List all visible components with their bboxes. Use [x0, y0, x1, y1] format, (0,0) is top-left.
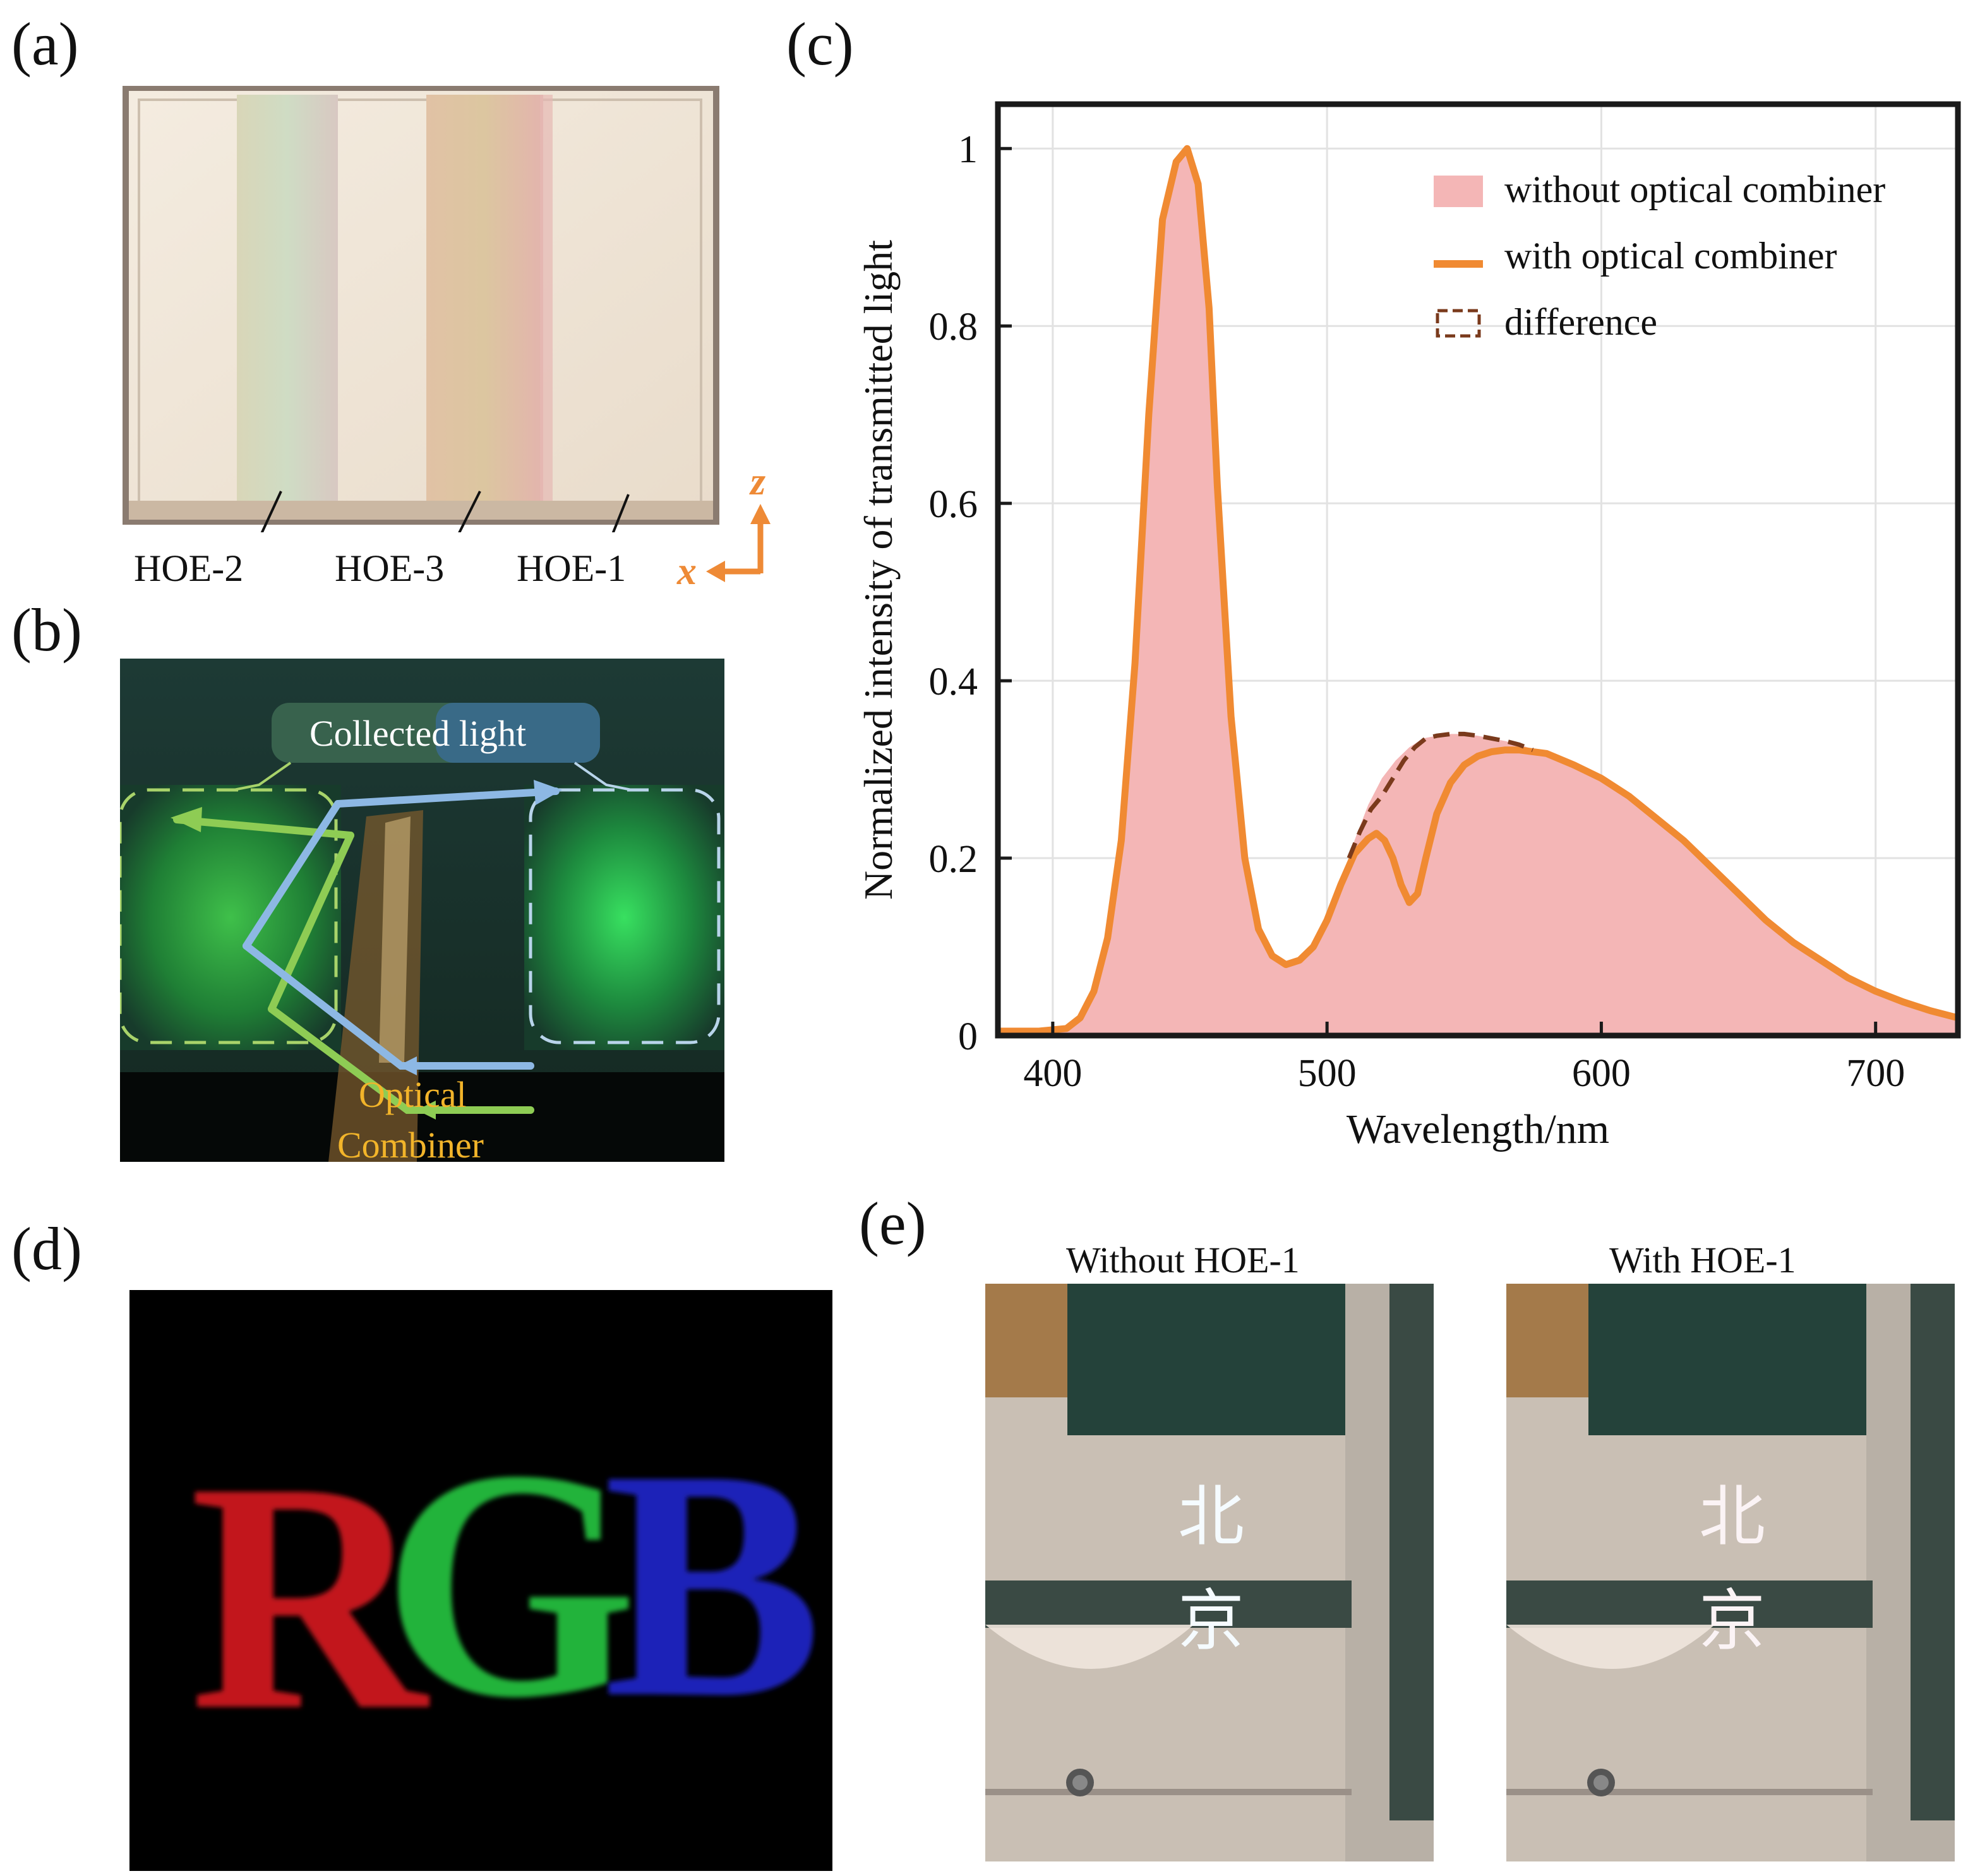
hoe-3-label: HOE-3	[335, 547, 445, 589]
legend-label-1: with optical combiner	[1504, 235, 1837, 277]
collected-light-label: Collected light	[309, 713, 527, 754]
letter-b: B	[603, 1402, 822, 1765]
series-with-combiner-line	[998, 145, 1959, 1035]
y-tick-label-2: 0.4	[929, 660, 978, 703]
series-difference-line	[1347, 731, 1534, 859]
chart-frame	[995, 101, 1961, 1039]
panel-label-c: (c)	[786, 10, 854, 78]
without-hoe-1-title: Without HOE-1	[1066, 1240, 1300, 1281]
hoe-2-pointer	[260, 491, 282, 532]
legend-label-0: without optical combiner	[1504, 169, 1885, 210]
light-path-drawing	[120, 659, 724, 1162]
char-jing-right: 京	[1699, 1584, 1765, 1658]
y-tick-label-0: 0	[958, 1015, 978, 1058]
legend-label-2: difference	[1504, 301, 1657, 343]
with-hoe-1-title: With HOE-1	[1609, 1240, 1796, 1281]
hoe-sample-drawing	[120, 81, 725, 532]
char-bei-left: 北	[1178, 1480, 1244, 1554]
x-tick-label-3: 700	[1846, 1052, 1905, 1095]
hoe-sample-photo	[120, 81, 725, 532]
hoe-1-pointer	[611, 494, 630, 532]
cabinet-photo-with-hoe-1: 北 京	[1506, 1284, 1955, 1861]
y-tick-label-3: 0.6	[929, 483, 978, 526]
panel-label-e: (e)	[859, 1190, 927, 1257]
hoe-2-label: HOE-2	[134, 547, 244, 589]
cabinet-drawing-right: 北 京	[1506, 1284, 1955, 1861]
cabinet-photo-without-hoe-1: 北 京	[985, 1284, 1434, 1861]
legend-swatch-difference	[1436, 309, 1481, 338]
letter-r: R	[189, 1415, 431, 1778]
panel-label-d: (d)	[11, 1215, 82, 1282]
hoe-1-label: HOE-1	[517, 547, 627, 589]
x-tick-label-1: 500	[1298, 1052, 1357, 1095]
char-jing-left: 京	[1178, 1584, 1244, 1658]
collected-light-photo	[120, 659, 724, 1162]
chart-legend: without optical combiner with optical com…	[1434, 169, 1885, 343]
y-tick-label-5: 1	[958, 128, 978, 171]
axis-z-label: z	[750, 460, 766, 503]
y-tick-label-4: 0.8	[929, 306, 978, 349]
spectrum-chart: 400 500 600 700 0 0.2 0.4 0.6 0.8 1 without optic…	[856, 101, 1961, 1152]
panel-label-b: (b)	[11, 596, 82, 664]
optical-label: Optical	[359, 1074, 467, 1115]
x-tick-label-2: 600	[1572, 1052, 1631, 1095]
rgb-letters-drawing: R G B	[189, 1402, 822, 1778]
xz-axes-icon	[706, 504, 771, 582]
y-tick-label-1: 0.2	[929, 838, 978, 881]
cabinet-drawing-left: 北 京	[985, 1284, 1434, 1861]
hoe-3-pointer	[458, 491, 481, 532]
chart-ticks: 400 500 600 700 0 0.2 0.4 0.6 0.8 1	[929, 128, 1905, 1095]
rgb-projection-photo: R G B	[129, 1290, 832, 1871]
letter-g: G	[382, 1402, 637, 1765]
chart-y-axis-label: Normalized intensity of transmitted ligh…	[856, 240, 901, 900]
x-tick-label-0: 400	[1023, 1052, 1082, 1095]
char-bei-right: 北	[1699, 1480, 1765, 1554]
legend-swatch-without	[1434, 176, 1483, 207]
combiner-label: Combiner	[337, 1125, 484, 1166]
axis-x-label: x	[677, 550, 697, 593]
chart-x-axis-label: Wavelength/nm	[1347, 1106, 1609, 1152]
panel-label-a: (a)	[11, 10, 79, 78]
